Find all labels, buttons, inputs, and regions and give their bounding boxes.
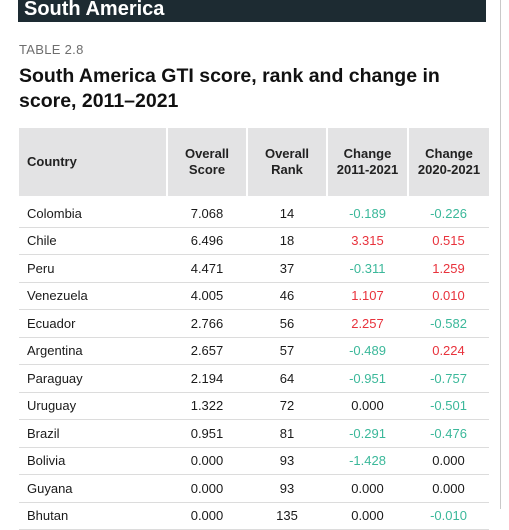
- cell-country: Uruguay: [19, 392, 167, 420]
- cell-rank: 56: [247, 309, 327, 338]
- cell-country: Brazil: [19, 419, 167, 448]
- cell-score: 7.068: [167, 196, 247, 228]
- page-edge-divider: [500, 0, 501, 509]
- cell-country: Ecuador: [19, 309, 167, 338]
- header-change-2011-2021: Change 2011-2021: [327, 128, 409, 196]
- cell-rank: 46: [247, 282, 327, 310]
- cell-change-2011-2021: -0.489: [327, 337, 408, 365]
- table-row: Uruguay 1.322 72 0.000 -0.501: [19, 392, 489, 420]
- cell-change-2020-2021: -0.501: [408, 392, 489, 420]
- cell-change-2020-2021: -0.226: [408, 196, 489, 228]
- cell-rank: 72: [247, 392, 327, 420]
- header-overall-score-line1: Overall: [184, 146, 230, 161]
- header-country: Country: [19, 128, 168, 196]
- cell-change-2011-2021: -1.428: [327, 447, 408, 475]
- cell-change-2011-2021: 3.315: [327, 227, 408, 255]
- cell-change-2020-2021: -0.476: [408, 419, 489, 448]
- table-row: Chile 6.496 18 3.315 0.515: [19, 227, 489, 255]
- header-change-2011-line2: 2011-2021: [336, 162, 399, 177]
- cell-score: 0.000: [167, 447, 247, 475]
- cell-change-2011-2021: 0.000: [327, 392, 408, 420]
- cell-change-2011-2021: -0.189: [327, 196, 408, 228]
- header-change-2011-line1: Change: [343, 146, 392, 161]
- cell-country: Venezuela: [19, 282, 167, 310]
- cell-change-2020-2021: 0.515: [408, 227, 489, 255]
- cell-change-2020-2021: -0.582: [408, 309, 489, 338]
- cell-change-2020-2021: 1.259: [408, 254, 489, 283]
- cell-change-2011-2021: 0.000: [327, 502, 408, 530]
- cell-change-2011-2021: -0.311: [327, 254, 408, 283]
- cell-rank: 93: [247, 474, 327, 503]
- cell-rank: 57: [247, 337, 327, 365]
- cell-rank: 64: [247, 364, 327, 393]
- cell-country: Chile: [19, 227, 167, 255]
- table-row: Paraguay 2.194 64 -0.951 -0.757: [19, 364, 489, 393]
- header-change-2020-line2: 2020-2021: [417, 162, 481, 177]
- cell-rank: 93: [247, 447, 327, 475]
- cell-rank: 18: [247, 227, 327, 255]
- cell-country: Argentina: [19, 337, 167, 365]
- table-row: Bhutan 0.000 135 0.000 -0.010: [19, 502, 489, 530]
- table-row: Argentina 2.657 57 -0.489 0.224: [19, 337, 489, 365]
- cell-country: Peru: [19, 254, 167, 283]
- header-change-2020-2021: Change 2020-2021: [408, 128, 489, 196]
- table-row: Ecuador 2.766 56 2.257 -0.582: [19, 309, 489, 338]
- header-overall-score: Overall Score: [167, 128, 248, 196]
- header-overall-score-line2: Score: [188, 162, 226, 177]
- cell-rank: 37: [247, 254, 327, 283]
- section-banner: South America: [18, 0, 486, 22]
- table-row: Peru 4.471 37 -0.311 1.259: [19, 254, 489, 283]
- cell-country: Bhutan: [19, 502, 167, 530]
- table-header-row: Country Overall Score Overall Rank Chang…: [19, 128, 489, 196]
- header-overall-rank-line1: Overall: [264, 146, 310, 161]
- cell-score: 6.496: [167, 227, 247, 255]
- cell-change-2020-2021: 0.000: [408, 474, 489, 503]
- table-number: TABLE 2.8: [19, 42, 84, 57]
- table-row: Colombia 7.068 14 -0.189 -0.226: [19, 196, 489, 228]
- header-overall-rank: Overall Rank: [247, 128, 328, 196]
- cell-score: 0.000: [167, 474, 247, 503]
- header-change-2020-line1: Change: [425, 146, 473, 161]
- cell-change-2020-2021: 0.010: [408, 282, 489, 310]
- section-title: South America: [24, 0, 165, 20]
- table-row: Brazil 0.951 81 -0.291 -0.476: [19, 419, 489, 448]
- cell-change-2011-2021: -0.951: [327, 364, 408, 393]
- cell-change-2020-2021: 0.000: [408, 447, 489, 475]
- cell-rank: 135: [247, 502, 327, 530]
- cell-rank: 81: [247, 419, 327, 448]
- cell-score: 2.194: [167, 364, 247, 393]
- cell-change-2011-2021: -0.291: [327, 419, 408, 448]
- cell-score: 1.322: [167, 392, 247, 420]
- cell-rank: 14: [247, 196, 327, 228]
- cell-score: 0.000: [167, 502, 247, 530]
- cell-change-2020-2021: -0.757: [408, 364, 489, 393]
- cell-change-2011-2021: 1.107: [327, 282, 408, 310]
- table-row: Venezuela 4.005 46 1.107 0.010: [19, 282, 489, 310]
- cell-score: 2.657: [167, 337, 247, 365]
- table-row: Guyana 0.000 93 0.000 0.000: [19, 474, 489, 503]
- header-overall-rank-line2: Rank: [271, 162, 303, 177]
- cell-score: 2.766: [167, 309, 247, 338]
- cell-country: Guyana: [19, 474, 167, 503]
- cell-country: Paraguay: [19, 364, 167, 393]
- cell-change-2020-2021: -0.010: [408, 502, 489, 530]
- cell-country: Bolivia: [19, 447, 167, 475]
- cell-score: 4.005: [167, 282, 247, 310]
- gti-table: Country Overall Score Overall Rank Chang…: [19, 128, 489, 530]
- cell-change-2011-2021: 2.257: [327, 309, 408, 338]
- cell-change-2011-2021: 0.000: [327, 474, 408, 503]
- cell-change-2020-2021: 0.224: [408, 337, 489, 365]
- table-row: Bolivia 0.000 93 -1.428 0.000: [19, 447, 489, 475]
- table-title: South America GTI score, rank and change…: [19, 65, 440, 112]
- cell-score: 4.471: [167, 254, 247, 283]
- cell-score: 0.951: [167, 419, 247, 448]
- cell-country: Colombia: [19, 196, 167, 228]
